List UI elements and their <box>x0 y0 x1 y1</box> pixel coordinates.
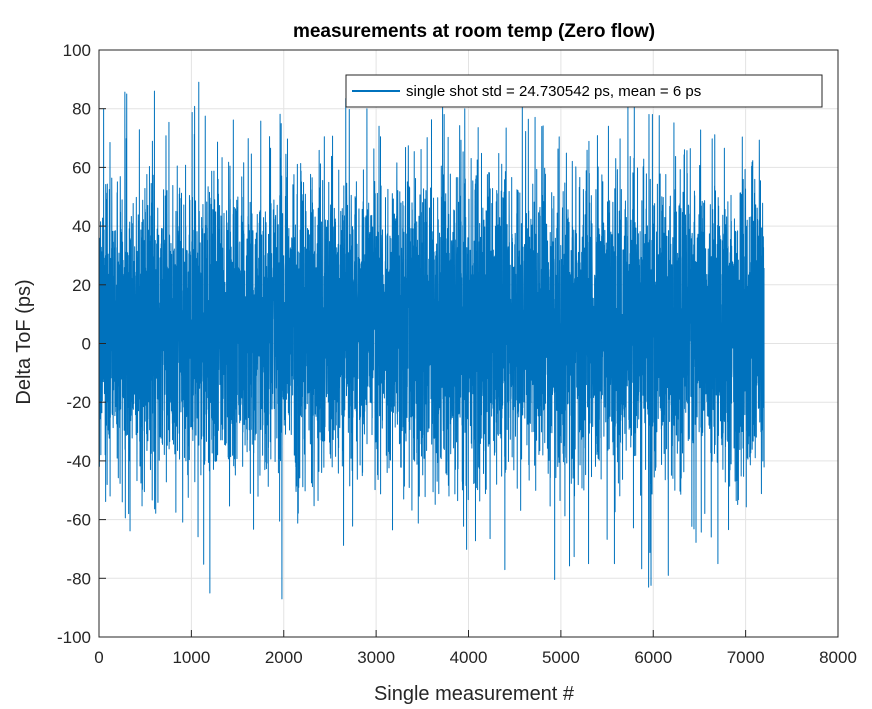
y-tick-label: 20 <box>72 276 91 295</box>
y-tick-label: 40 <box>72 217 91 236</box>
x-axis-label: Single measurement # <box>374 683 575 705</box>
y-tick-label: -20 <box>66 393 91 412</box>
x-tick-label: 6000 <box>634 648 672 667</box>
x-tick-label: 7000 <box>727 648 765 667</box>
chart-title: measurements at room temp (Zero flow) <box>293 21 655 42</box>
x-tick-label: 1000 <box>172 648 210 667</box>
y-axis-label: Delta ToF (ps) <box>13 279 35 404</box>
legend: single shot std = 24.730542 ps, mean = 6… <box>345 74 823 108</box>
y-tick-label: 0 <box>82 335 91 354</box>
x-tick-label: 3000 <box>357 648 395 667</box>
y-tick-label: 100 <box>63 41 91 60</box>
y-tick-label: -80 <box>66 569 91 588</box>
legend-box <box>345 74 823 108</box>
y-tick-label: 60 <box>72 158 91 177</box>
x-tick-label: 5000 <box>542 648 580 667</box>
y-tick-label: -60 <box>66 511 91 530</box>
axis-ticks: 0 1000 2000 3000 4000 5000 6000 7000 8000-100-80… <box>57 41 857 667</box>
y-tick-label: -40 <box>66 452 91 471</box>
legend-entry: single shot std = 24.730542 ps, mean = 6… <box>406 83 701 100</box>
x-tick-label: 2000 <box>265 648 303 667</box>
x-tick-label: 4000 <box>450 648 488 667</box>
series-line <box>98 81 765 600</box>
x-tick-label: 0 <box>94 648 103 667</box>
y-tick-label: 80 <box>72 100 91 119</box>
plot-area <box>98 81 765 600</box>
x-tick-label: 8000 <box>819 648 857 667</box>
y-tick-label: -100 <box>57 628 91 647</box>
